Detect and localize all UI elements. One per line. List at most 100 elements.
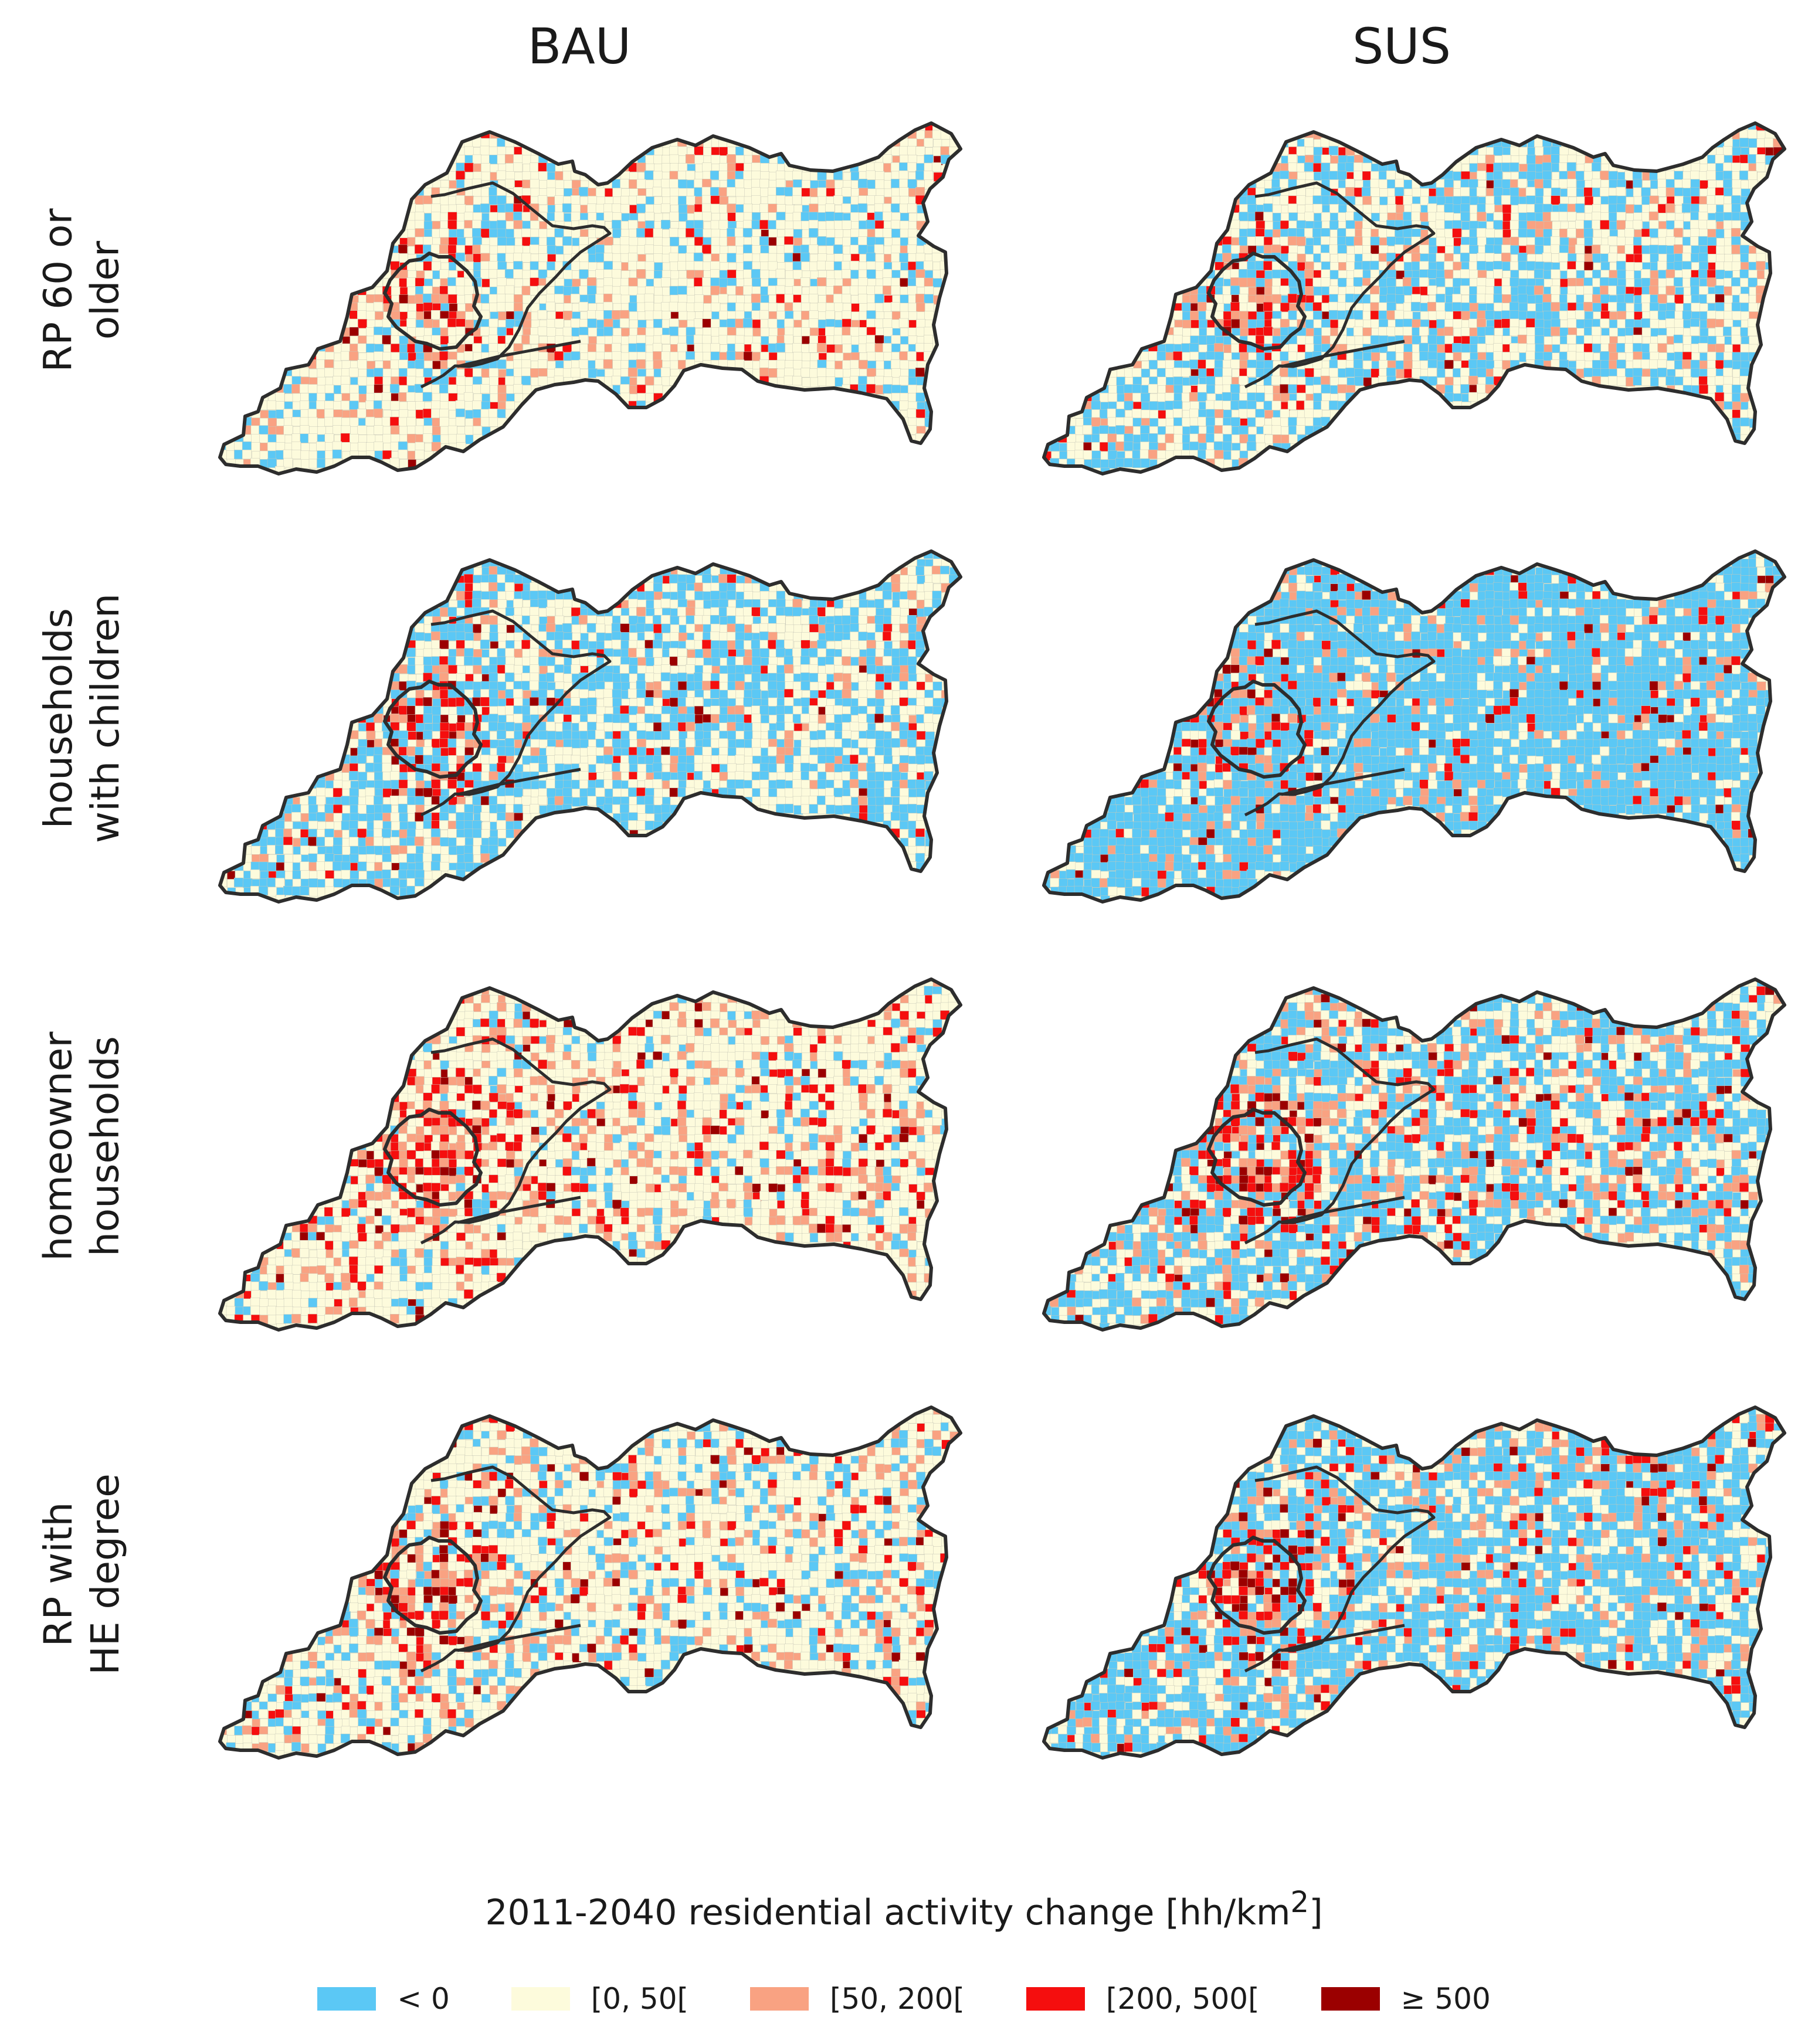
zone-cell xyxy=(1510,351,1519,361)
zone-cell xyxy=(1690,359,1700,369)
zone-cell xyxy=(670,632,680,642)
zone-cell xyxy=(1493,146,1503,156)
zone-cell xyxy=(900,327,910,337)
zone-cell xyxy=(743,607,753,617)
zone-cell xyxy=(1354,310,1363,320)
zone-cell xyxy=(834,212,844,222)
zone-cell xyxy=(1370,302,1380,312)
zone-cell xyxy=(389,416,399,426)
zone-cell xyxy=(1501,179,1511,189)
zone-cell xyxy=(1626,279,1636,288)
zone-cell xyxy=(710,614,720,624)
zone-cell xyxy=(1584,352,1594,362)
zone-cell xyxy=(1739,212,1749,222)
zone-cell xyxy=(382,335,392,345)
zone-cell xyxy=(513,574,523,584)
zone-cell xyxy=(874,162,884,172)
zone-cell xyxy=(1739,269,1749,279)
zone-cell xyxy=(555,179,565,189)
zone-cell xyxy=(1100,393,1110,403)
zone-cell xyxy=(603,269,613,279)
zone-cell xyxy=(439,383,449,393)
zone-cells xyxy=(1044,123,1783,474)
zone-cell xyxy=(430,631,440,641)
zone-cell xyxy=(447,277,457,287)
zone-cell xyxy=(834,599,844,609)
zone-cell xyxy=(373,408,383,418)
zone-cell xyxy=(472,228,482,238)
zone-cell xyxy=(817,187,827,197)
zone-cell xyxy=(1329,400,1339,410)
zone-cell xyxy=(1732,417,1742,427)
zone-cell xyxy=(1354,269,1363,279)
zone-cell xyxy=(891,179,901,189)
zone-cell xyxy=(423,433,433,443)
zone-cell xyxy=(1690,368,1700,378)
zone-cell xyxy=(537,310,547,320)
zone-cell xyxy=(924,303,934,313)
zone-cell xyxy=(842,318,852,328)
zone-cell xyxy=(1256,434,1266,444)
zone-cell xyxy=(1263,400,1273,410)
zone-cell xyxy=(1542,195,1552,205)
zone-cell xyxy=(513,162,523,172)
zone-cell xyxy=(1419,327,1429,337)
zone-cell xyxy=(677,607,687,617)
zone-cell xyxy=(727,615,737,625)
zone-cell xyxy=(1189,433,1199,443)
zone-cell xyxy=(1140,458,1150,468)
zone-cell xyxy=(783,244,793,254)
zone-cell xyxy=(1411,261,1421,271)
zone-cell xyxy=(1714,285,1724,295)
zone-cell xyxy=(447,631,457,641)
zone-cell xyxy=(644,244,654,254)
zone-cell xyxy=(1222,253,1232,263)
zone-cell xyxy=(661,179,671,189)
zone-cell xyxy=(1460,187,1470,197)
zone-cell xyxy=(603,327,613,337)
zone-cell xyxy=(1304,228,1314,238)
zone-cell xyxy=(825,623,835,633)
zone-cell xyxy=(915,187,925,197)
zone-cell xyxy=(735,147,745,157)
zone-cell xyxy=(620,286,630,296)
zone-cell xyxy=(701,186,711,196)
zone-cell xyxy=(480,326,490,336)
zone-cell xyxy=(1379,188,1389,198)
zone-cell xyxy=(1715,392,1725,402)
zone-cell xyxy=(1698,376,1708,386)
zone-cell xyxy=(1551,187,1561,197)
zone-cell xyxy=(571,624,581,634)
zone-cell xyxy=(686,351,696,361)
zone-cell xyxy=(1544,336,1553,346)
row-label-line2: older xyxy=(83,240,128,340)
zone-cell xyxy=(456,162,466,172)
zone-cell xyxy=(1329,195,1339,205)
zone-cell xyxy=(653,228,663,238)
zone-cell xyxy=(1551,269,1561,279)
zone-cell xyxy=(693,334,703,344)
zone-cell xyxy=(333,376,342,386)
zone-cell xyxy=(1600,262,1610,271)
zone-cell xyxy=(1321,277,1331,287)
zone-cell xyxy=(530,162,540,172)
zone-cell xyxy=(1132,368,1142,378)
zone-cell xyxy=(817,359,827,369)
zone-cell xyxy=(1304,137,1314,147)
zone-cell xyxy=(694,302,704,312)
zone-cell xyxy=(735,583,745,593)
zone-cell xyxy=(365,400,375,410)
zone-cell xyxy=(1313,335,1323,345)
zone-cell xyxy=(842,344,852,354)
zone-cell xyxy=(644,212,654,222)
zone-cell xyxy=(530,229,540,239)
zone-cell xyxy=(504,154,514,164)
zone-cell xyxy=(891,245,901,254)
zone-cell xyxy=(826,179,836,189)
zone-cell xyxy=(481,624,491,634)
zone-cell xyxy=(751,171,761,181)
zone-cell xyxy=(899,351,909,361)
zone-cell xyxy=(1230,359,1240,369)
zone-cell xyxy=(1345,179,1355,189)
zone-cell xyxy=(1477,203,1487,213)
